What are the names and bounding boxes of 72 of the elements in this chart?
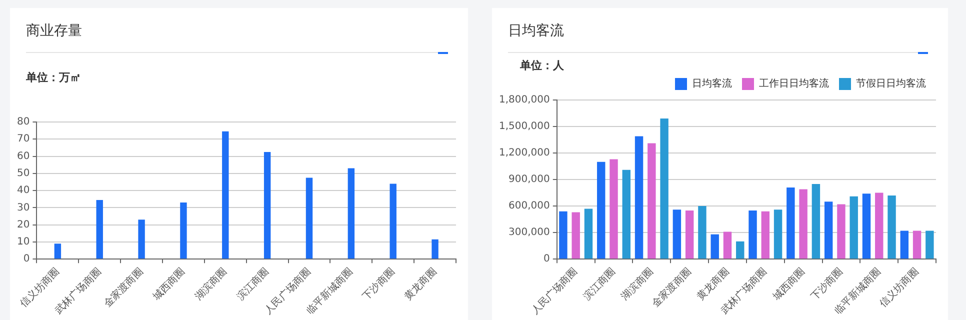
y-tick-label: 300,000 (508, 227, 550, 238)
bar (786, 188, 795, 259)
bar (572, 212, 580, 259)
bar (348, 168, 355, 259)
y-tick-label: 60 (16, 150, 30, 162)
bar (875, 192, 884, 259)
bar (610, 159, 618, 259)
chart-title: 商业存量 (26, 22, 82, 40)
y-tick-label: 1,200,000 (498, 148, 550, 159)
bar (900, 230, 909, 259)
bar (862, 194, 871, 259)
chart-subtitle: 单位：人 (520, 58, 564, 73)
bar (926, 230, 934, 259)
bar (54, 244, 62, 259)
bar (622, 170, 631, 259)
x-tick-label: 湖滨商圈 (192, 266, 230, 303)
bar (648, 143, 656, 259)
x-tick-label: 下沙商圈 (360, 266, 398, 303)
bar (774, 210, 782, 259)
bar (748, 210, 757, 259)
bar (584, 208, 593, 259)
legend-label: 节假日日均客流 (856, 78, 926, 90)
bar (685, 210, 694, 259)
y-tick-label: 600,000 (508, 200, 550, 212)
x-tick-label: 城西商圈 (150, 266, 188, 304)
x-tick-label: 黄龙商圈 (402, 266, 439, 303)
bar (736, 241, 744, 259)
bar (597, 162, 606, 259)
bar (96, 200, 103, 259)
bar (264, 152, 271, 259)
y-tick-label: 80 (16, 116, 30, 128)
x-tick-label: 滨江商圈 (234, 266, 272, 303)
y-tick-label: 0 (23, 254, 30, 265)
bar (390, 184, 396, 259)
x-tick-label: 金家渡商圈 (102, 266, 146, 310)
bar (912, 230, 922, 259)
bar (634, 136, 644, 259)
bar (660, 118, 668, 259)
y-tick-label: 30 (16, 202, 30, 214)
bar (698, 206, 706, 259)
y-tick-label: 70 (16, 134, 30, 145)
bar (850, 196, 858, 259)
bar (559, 211, 568, 259)
bar (799, 189, 808, 259)
y-tick-label: 900,000 (508, 174, 550, 186)
bar (432, 239, 438, 259)
y-tick-label: 40 (16, 185, 30, 196)
legend-label: 日均客流 (692, 78, 732, 90)
bar (222, 131, 229, 259)
bar (824, 202, 833, 259)
y-tick-label: 1,500,000 (498, 121, 550, 132)
legend-label: 工作日日均客流 (759, 78, 829, 90)
y-tick-label: 50 (16, 168, 30, 179)
x-tick-label: 滨江商圈 (580, 266, 618, 303)
y-tick-label: 10 (16, 236, 30, 248)
bar (180, 202, 187, 259)
bar (306, 178, 313, 259)
y-tick-label: 1,800,000 (498, 94, 550, 106)
bar (812, 184, 820, 259)
chart-subtitle: 单位：万㎡ (26, 70, 81, 85)
bar (672, 210, 682, 259)
chart-title: 日均客流 (508, 22, 564, 40)
bar (723, 232, 732, 259)
bar (761, 211, 770, 259)
bar (710, 234, 719, 259)
bar (888, 195, 896, 259)
y-tick-label: 0 (544, 254, 550, 265)
bar (837, 204, 846, 259)
x-tick-label: 人民广场商圈 (528, 266, 580, 317)
y-tick-label: 20 (16, 219, 30, 230)
x-tick-label: 城西商圈 (770, 266, 808, 304)
bar (138, 220, 145, 259)
